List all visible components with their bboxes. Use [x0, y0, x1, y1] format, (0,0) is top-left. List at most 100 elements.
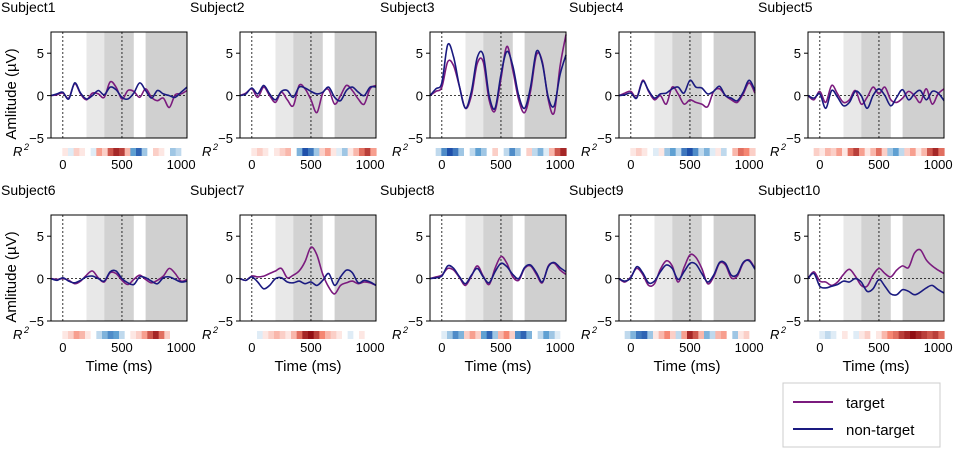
r2-segment: [56, 148, 63, 156]
r2-segment: [313, 331, 320, 339]
r2-segment: [170, 331, 177, 339]
r2-label: R: [392, 144, 401, 159]
r2-segment: [520, 331, 527, 339]
r2-segment: [107, 331, 114, 339]
r2-segment: [904, 331, 911, 339]
r2-segment: [90, 331, 97, 339]
r2-segment: [842, 331, 849, 339]
r2-segment: [704, 148, 711, 156]
r2-segment: [825, 331, 832, 339]
y-tick-label: 0: [416, 89, 423, 104]
xlabel: Time (ms): [654, 358, 721, 375]
r2-segment: [743, 148, 750, 156]
r2-segment: [526, 148, 533, 156]
panel-subject1: Subject1 −5 0 5 R 2 0 500 1000: [1, 0, 196, 172]
r2-segment: [927, 331, 934, 339]
r2-segment: [859, 331, 866, 339]
r2-segment: [554, 148, 561, 156]
r2-segment: [836, 148, 843, 156]
r2-superscript: 2: [402, 142, 408, 152]
r2-segment: [79, 148, 86, 156]
r2-segment: [370, 148, 377, 156]
r2-segment: [458, 331, 465, 339]
panel-frame: [429, 214, 567, 322]
r2-segment: [641, 331, 648, 339]
shaded-window: [104, 215, 134, 321]
r2-segment: [630, 331, 637, 339]
y-tick-label: 5: [605, 46, 612, 61]
r2-segment: [619, 331, 626, 339]
x-tick-label: 500: [111, 340, 133, 355]
r2-segment: [158, 331, 165, 339]
r2-segment: [90, 148, 97, 156]
x-tick-label: 500: [300, 157, 322, 172]
r2-segment: [698, 331, 705, 339]
r2-segment: [675, 331, 682, 339]
r2-segment: [342, 331, 349, 339]
r2-segment: [257, 331, 264, 339]
r2-segment: [441, 148, 448, 156]
series-nontarget-line: [429, 261, 567, 285]
r2-segment: [893, 148, 900, 156]
panel-frame: [239, 31, 377, 139]
shaded-window: [275, 32, 294, 138]
r2-segment: [296, 148, 303, 156]
panel-title: Subject4: [569, 0, 624, 15]
r2-segment: [749, 148, 756, 156]
shaded-window: [293, 32, 323, 138]
r2-segment: [430, 148, 437, 156]
r2-segment: [836, 331, 843, 339]
y-tick-label: 5: [37, 46, 44, 61]
r2-segment: [859, 148, 866, 156]
r2-label: R: [581, 327, 590, 342]
r2-segment: [726, 331, 733, 339]
xlabel: Time (ms): [86, 358, 153, 375]
r2-segment: [624, 331, 631, 339]
r2-segment: [853, 331, 860, 339]
y-tick-label: −5: [597, 131, 612, 146]
r2-segment: [130, 331, 137, 339]
r2-segment: [302, 331, 309, 339]
r2-segment: [749, 331, 756, 339]
x-tick-label: 0: [438, 340, 445, 355]
r2-segment: [447, 331, 454, 339]
r2-segment: [864, 148, 871, 156]
r2-segment: [709, 331, 716, 339]
r2-segment: [245, 148, 252, 156]
legend: target non-target: [782, 382, 941, 448]
shaded-window: [843, 215, 862, 321]
r2-segment: [370, 331, 377, 339]
x-tick-label: 500: [679, 340, 701, 355]
y-tick-label: −5: [29, 314, 44, 329]
shaded-window: [902, 32, 944, 138]
shaded-window: [145, 32, 187, 138]
r2-segment: [830, 148, 837, 156]
r2-segment: [704, 331, 711, 339]
r2-segment: [353, 331, 360, 339]
r2-superscript: 2: [780, 142, 786, 152]
r2-segment: [619, 148, 626, 156]
panel-subject10: Subject10 −5 0 5 R 2 0 500 1000 Time (ms): [758, 182, 953, 375]
r2-segment: [158, 148, 165, 156]
panel-frame: [239, 214, 377, 322]
r2-segment: [96, 148, 103, 156]
r2-segment: [515, 148, 522, 156]
y-tick-label: 5: [416, 46, 423, 61]
r2-segment: [921, 148, 928, 156]
r2-segment: [509, 331, 516, 339]
r2-segment: [658, 331, 665, 339]
r2-segment: [469, 331, 476, 339]
r2-segment: [347, 148, 354, 156]
r2-segment: [670, 148, 677, 156]
r2-segment: [330, 331, 337, 339]
shaded-window: [861, 32, 891, 138]
r2-segment: [687, 331, 694, 339]
shaded-window: [713, 215, 755, 321]
r2-segment: [153, 331, 160, 339]
shaded-window: [293, 215, 323, 321]
r2-segment: [102, 148, 109, 156]
shaded-window: [275, 215, 294, 321]
shaded-window: [145, 215, 187, 321]
r2-segment: [119, 148, 126, 156]
series-nontarget-line: [618, 79, 756, 102]
